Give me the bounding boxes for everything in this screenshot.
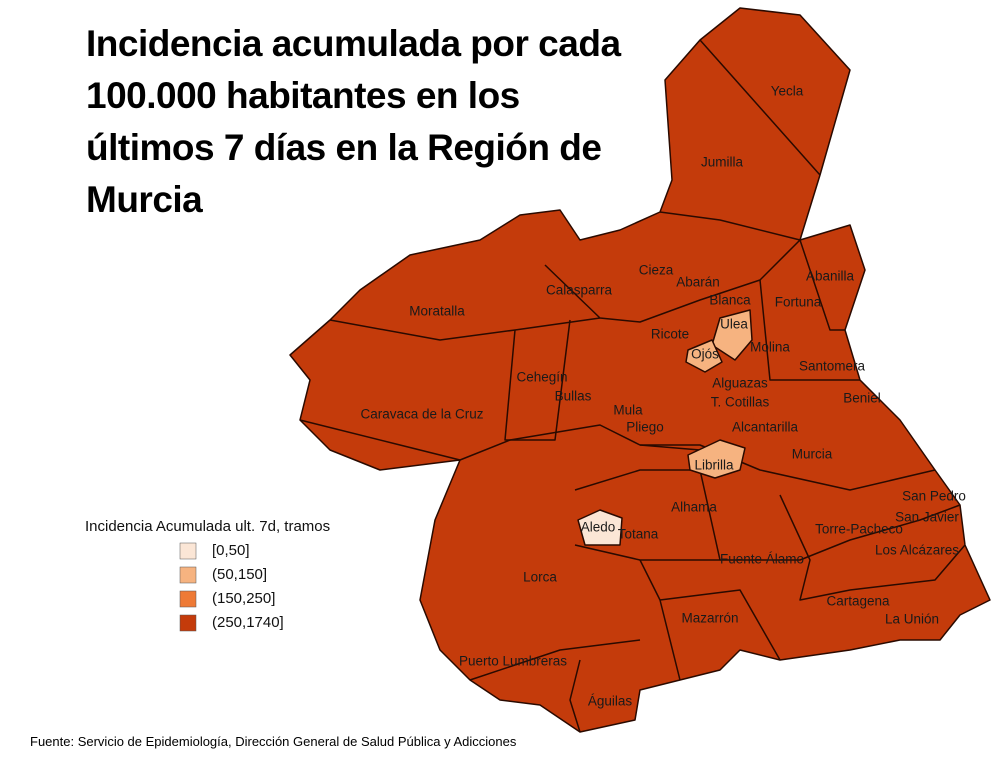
municipality-label: Alguazas bbox=[712, 376, 768, 391]
border bbox=[799, 239, 845, 331]
border bbox=[659, 589, 781, 661]
border bbox=[544, 239, 801, 323]
municipality-label: Santomera bbox=[799, 359, 866, 374]
municipality-label: Murcia bbox=[792, 447, 833, 462]
source: Fuente: Servicio de Epidemiología, Direc… bbox=[30, 734, 517, 749]
municipality-label: Puerto Lumbreras bbox=[459, 654, 567, 669]
municipality-label: Librilla bbox=[694, 458, 734, 473]
legend-label: (150,250] bbox=[212, 590, 275, 607]
border bbox=[779, 494, 966, 601]
municipality-label: Molina bbox=[750, 340, 790, 355]
municipality-label: Beniel bbox=[843, 391, 881, 406]
municipality-label: La Unión bbox=[885, 612, 939, 627]
municipality-label: Cehegín bbox=[516, 370, 567, 385]
municipality-label: Aledo bbox=[581, 520, 616, 535]
legend-swatch bbox=[179, 566, 197, 584]
light-area bbox=[687, 439, 746, 479]
legend-label: [0,50] bbox=[212, 542, 250, 559]
municipality-label: Totana bbox=[618, 527, 659, 542]
municipality-label: Abanilla bbox=[806, 269, 855, 284]
border bbox=[569, 659, 581, 733]
municipality-label: Cartagena bbox=[826, 594, 890, 609]
border bbox=[720, 504, 961, 561]
municipality-label: Lorca bbox=[523, 570, 557, 585]
municipality-label: Caravaca de la Cruz bbox=[360, 407, 483, 422]
legend-swatch bbox=[179, 542, 197, 560]
border bbox=[469, 639, 641, 681]
municipality-label: Mazarrón bbox=[681, 611, 738, 626]
municipality-label: Jumilla bbox=[701, 155, 744, 170]
municipality-label: Cieza bbox=[639, 263, 674, 278]
municipality-label: Blanca bbox=[709, 293, 751, 308]
municipality-label: Moratalla bbox=[409, 304, 465, 319]
municipality-label: Torre-Pacheco bbox=[815, 522, 903, 537]
municipality-label: Pliego bbox=[626, 420, 664, 435]
light-area bbox=[685, 339, 723, 373]
legend-title: Incidencia Acumulada ult. 7d, tramos bbox=[85, 518, 330, 535]
legend: Incidencia Acumulada ult. 7d, tramos [0,… bbox=[85, 518, 330, 632]
light-area bbox=[577, 509, 623, 546]
municipality-label: Los Alcázares bbox=[875, 543, 959, 558]
legend-label: (50,150] bbox=[212, 566, 267, 583]
region-outline bbox=[289, 7, 991, 733]
municipality-label: Ricote bbox=[651, 327, 689, 342]
municipality-label: Ojós bbox=[691, 347, 719, 362]
municipality-label: T. Cotillas bbox=[711, 395, 770, 410]
municipality-label: Mula bbox=[613, 403, 643, 418]
border bbox=[759, 279, 860, 381]
municipality-label: Yecla bbox=[771, 84, 804, 99]
municipality-label: San Javier bbox=[895, 510, 959, 525]
municipality-label: Alhama bbox=[671, 500, 717, 515]
municipality-label: Alcantarilla bbox=[732, 420, 799, 435]
border bbox=[574, 469, 721, 561]
border bbox=[504, 319, 571, 441]
border bbox=[699, 39, 821, 176]
municipality-label: Fortuna bbox=[775, 295, 822, 310]
title: Incidencia acumulada por cada 100.000 ha… bbox=[86, 23, 621, 220]
municipality-label: Fuente Álamo bbox=[720, 552, 804, 567]
border bbox=[659, 211, 801, 241]
municipality-label: Abarán bbox=[676, 275, 720, 290]
border bbox=[329, 317, 601, 341]
border bbox=[640, 444, 936, 491]
legend-swatch bbox=[179, 614, 197, 632]
municipality-label: Calasparra bbox=[546, 283, 613, 298]
municipality-label: Ulea bbox=[720, 317, 748, 332]
legend-swatch bbox=[179, 590, 197, 608]
legend-label: (250,1740] bbox=[212, 614, 284, 631]
municipality-label: Bullas bbox=[555, 389, 592, 404]
region-shapes bbox=[289, 7, 991, 733]
borders bbox=[299, 39, 966, 733]
light-area bbox=[711, 309, 753, 361]
municipality-label: San Pedro bbox=[902, 489, 966, 504]
municipality-label: Águilas bbox=[588, 694, 633, 709]
